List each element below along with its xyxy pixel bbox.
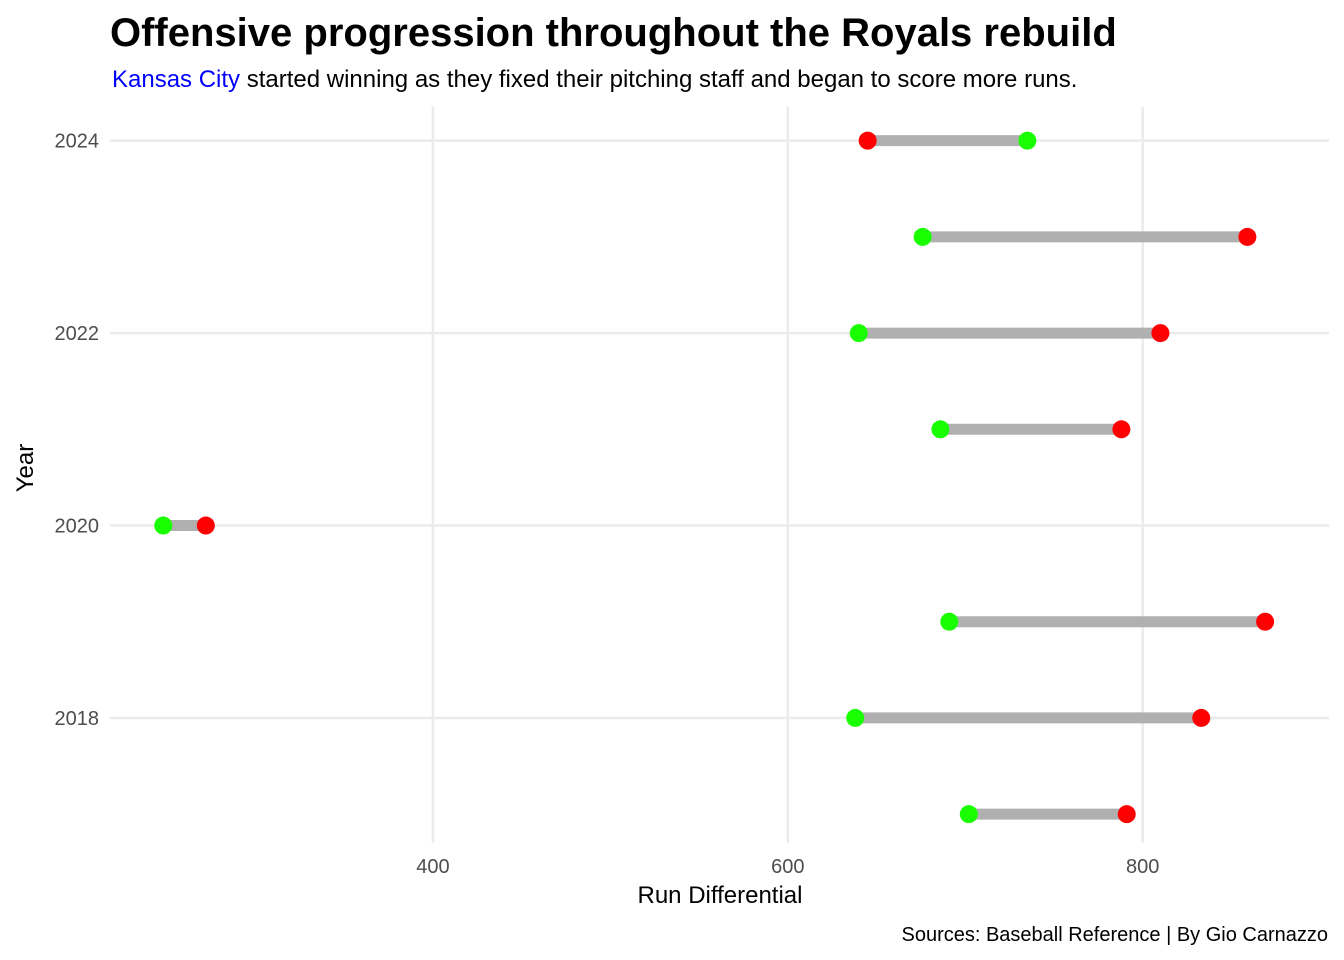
subtitle-highlight: Kansas City — [112, 66, 240, 93]
green-point-2017 — [959, 805, 978, 824]
red-point-2023 — [1238, 227, 1257, 246]
grid-layer — [110, 107, 1329, 843]
red-point-2019 — [1256, 612, 1275, 631]
green-point-2023 — [913, 227, 932, 246]
red-point-2017 — [1117, 805, 1136, 824]
red-point-2022 — [1151, 324, 1170, 343]
x-tick-label: 800 — [1126, 856, 1159, 878]
green-point-2021 — [931, 420, 950, 439]
red-point-2024 — [858, 131, 877, 150]
x-axis-title: Run Differential — [638, 882, 803, 909]
x-tick-label: 400 — [416, 856, 449, 878]
chart-title: Offensive progression throughout the Roy… — [110, 11, 1117, 55]
subtitle-rest: started winning as they fixed their pitc… — [240, 66, 1077, 93]
red-point-2021 — [1112, 420, 1131, 439]
y-tick-label: 2024 — [55, 131, 100, 153]
red-point-2018 — [1192, 708, 1211, 727]
y-tick-label: 2022 — [55, 323, 100, 345]
y-tick-label: 2020 — [55, 516, 100, 538]
y-tick-label: 2018 — [55, 708, 100, 730]
green-point-2024 — [1018, 131, 1037, 150]
green-point-2022 — [849, 324, 868, 343]
chart-caption: Sources: Baseball Reference | By Gio Car… — [901, 924, 1328, 946]
green-point-2019 — [940, 612, 959, 631]
segment-layer — [163, 135, 1266, 820]
point-layer — [154, 131, 1275, 824]
x-tick-label: 600 — [771, 856, 804, 878]
y-axis-title: Year — [12, 444, 39, 493]
green-point-2018 — [846, 708, 865, 727]
green-point-2020 — [154, 516, 173, 535]
chart-subtitle: Kansas City started winning as they fixe… — [112, 66, 1077, 93]
tick-layer: 400 600 800 2018 2020 2022 2024 — [55, 131, 1160, 878]
red-point-2020 — [196, 516, 215, 535]
